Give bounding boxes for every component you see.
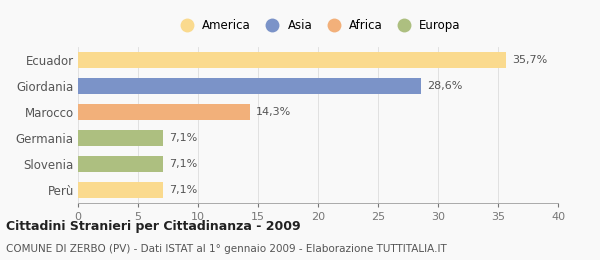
Text: 7,1%: 7,1% bbox=[169, 159, 197, 169]
Bar bbox=[78, 78, 421, 94]
Bar bbox=[78, 52, 506, 68]
Text: COMUNE DI ZERBO (PV) - Dati ISTAT al 1° gennaio 2009 - Elaborazione TUTTITALIA.I: COMUNE DI ZERBO (PV) - Dati ISTAT al 1° … bbox=[6, 244, 447, 254]
Bar bbox=[78, 182, 163, 198]
Bar bbox=[78, 156, 163, 172]
Text: 7,1%: 7,1% bbox=[169, 185, 197, 195]
Text: 35,7%: 35,7% bbox=[512, 55, 548, 65]
Text: 7,1%: 7,1% bbox=[169, 133, 197, 143]
Bar bbox=[78, 130, 163, 146]
Text: Cittadini Stranieri per Cittadinanza - 2009: Cittadini Stranieri per Cittadinanza - 2… bbox=[6, 220, 301, 233]
Bar bbox=[78, 104, 250, 120]
Text: 28,6%: 28,6% bbox=[427, 81, 463, 91]
Legend: America, Asia, Africa, Europa: America, Asia, Africa, Europa bbox=[173, 17, 463, 35]
Text: 14,3%: 14,3% bbox=[256, 107, 291, 117]
